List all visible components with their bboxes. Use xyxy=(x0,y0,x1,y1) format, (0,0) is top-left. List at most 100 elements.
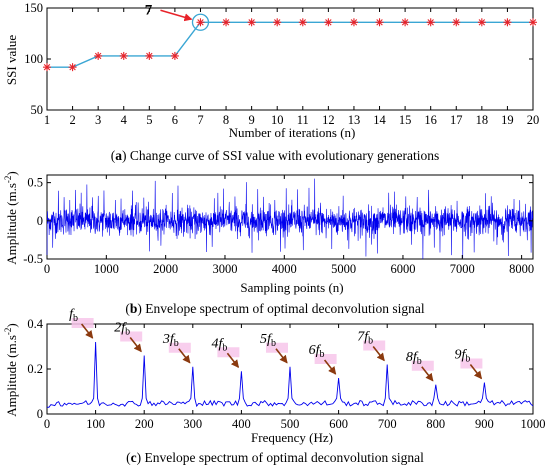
ssi-point-stroke xyxy=(427,19,434,26)
ssi-point-stroke xyxy=(146,52,153,60)
ssi-point-stroke xyxy=(504,19,511,26)
ssi-point xyxy=(452,18,461,27)
x-tick-label: 5000 xyxy=(331,262,356,276)
ssi-point-stroke xyxy=(120,52,127,60)
harmonic-highlight xyxy=(168,342,191,353)
harmonic-label-sub: b xyxy=(417,356,422,367)
y-tick-label: 150 xyxy=(24,1,43,15)
x-tick-label: 1000 xyxy=(521,417,546,431)
x-tick-label: 10 xyxy=(271,113,284,127)
panel-a-ssi-chart: 7 1 2 3 4 5 6 7 8 9 10 11 12 13 14 15 16 17 18 19 205010015… xyxy=(4,1,539,163)
x-tick-label: 8000 xyxy=(509,262,534,276)
x-tick-label: 500 xyxy=(281,417,300,431)
panel-b-ticks: 0 1000 2000 3000 4000 5000 6000 7000 8000-0.500.… xyxy=(23,175,534,276)
harmonic-annotation: 5fb xyxy=(260,332,288,364)
ssi-point xyxy=(145,51,154,60)
harmonic-label-sub: b xyxy=(465,354,470,365)
x-tick-label: 9 xyxy=(249,113,255,127)
harmonic-annotation: 7fb xyxy=(357,330,386,362)
panel-b-signal-chart: 0 1000 2000 3000 4000 5000 6000 7000 8000-0.500.… xyxy=(3,171,534,316)
panel-b-series xyxy=(46,178,534,260)
panel-a-caption: (a) Change curve of SSI value with evolu… xyxy=(111,148,439,163)
harmonic-label-sub: b xyxy=(174,338,179,349)
ssi-point-stroke xyxy=(222,19,230,26)
ssi-point-stroke xyxy=(299,19,307,26)
harmonic-label-main: 6f xyxy=(309,343,322,358)
harmonic-label-main: f xyxy=(69,307,75,322)
ssi-point-stroke xyxy=(197,19,204,26)
ssi-line xyxy=(47,21,533,68)
harmonic-arrow xyxy=(129,337,142,353)
harmonic-label: 5fb xyxy=(260,332,276,349)
harmonic-label-main: 3f xyxy=(162,332,176,347)
harmonic-highlight xyxy=(314,354,337,364)
ssi-point xyxy=(170,51,179,60)
y-tick-label: 50 xyxy=(31,103,44,117)
harmonic-annotation: fb xyxy=(69,307,94,339)
harmonic-label: 7fb xyxy=(357,330,373,347)
harmonic-label-sub: b xyxy=(73,313,78,324)
y-tick-label: -0.5 xyxy=(23,252,43,266)
harmonic-highlight xyxy=(411,360,434,371)
ssi-point xyxy=(298,18,307,27)
harmonic-annotation: 2fb xyxy=(114,321,143,353)
panel-b-axes-box xyxy=(46,174,534,260)
panel-c-ylabel: Amplitude (m.s-2) xyxy=(3,323,19,416)
harmonic-label: 3fb xyxy=(162,332,179,349)
harmonic-label-main: 8f xyxy=(406,350,419,365)
ssi-point-stroke xyxy=(529,19,537,26)
ssi-point-stroke xyxy=(453,19,460,26)
harmonic-label: 6fb xyxy=(309,343,325,360)
panel-b-plot-area xyxy=(46,174,534,260)
x-tick-label: 3 xyxy=(95,113,101,127)
x-tick-label: 7000 xyxy=(450,262,475,276)
harmonic-annotation: 4fb xyxy=(211,336,240,369)
x-tick-label: 100 xyxy=(86,417,105,431)
panel-b-ylabel: Amplitude (m.s-2) xyxy=(3,171,19,264)
x-tick-label: 0 xyxy=(44,417,50,431)
harmonic-label-sub: b xyxy=(320,349,325,360)
harmonic-label: fb xyxy=(69,307,78,324)
harmonic-arrow xyxy=(226,352,240,369)
harmonic-annotation: 3fb xyxy=(162,332,191,364)
ssi-point-stroke xyxy=(350,19,358,26)
y-tick-label: 0.5 xyxy=(27,176,43,190)
ssi-point-stroke xyxy=(325,19,332,26)
panel-b-caption: (b) Envelope spectrum of optimal deconvo… xyxy=(125,301,424,316)
panel-c-xlabel: Frequency (Hz) xyxy=(251,430,333,445)
harmonic-label-main: 7f xyxy=(357,330,370,345)
harmonic-arrow xyxy=(178,348,191,364)
harmonic-label: 4fb xyxy=(211,336,227,353)
ssi-point-stroke xyxy=(69,63,76,71)
x-tick-label: 0 xyxy=(44,262,50,276)
x-tick-label: 700 xyxy=(378,417,397,431)
ssi-point xyxy=(477,18,486,27)
harmonic-arrow xyxy=(372,346,385,362)
panel-a-ylabel: SSI value xyxy=(4,35,19,85)
x-tick-label: 300 xyxy=(183,417,202,431)
highlight-arrow xyxy=(160,9,193,22)
panel-c-ticks: 0 100 200 300 400 500 600 700 800 900 1000 0 0.2 0.4 xyxy=(27,317,545,431)
spectrum-trace xyxy=(47,341,534,408)
harmonic-label-main: 5f xyxy=(260,332,273,347)
ssi-point xyxy=(196,18,205,27)
ssi-point-stroke xyxy=(401,19,409,26)
x-tick-label: 1000 xyxy=(94,262,119,276)
y-tick-label: 0 xyxy=(37,407,43,421)
x-tick-label: 8 xyxy=(223,113,229,127)
harmonic-highlight xyxy=(120,331,143,342)
x-tick-label: 15 xyxy=(399,113,412,127)
harmonic-highlight xyxy=(460,358,483,369)
ssi-point xyxy=(43,63,51,72)
y-tick-label: 0 xyxy=(37,214,43,228)
harmonic-label-main: 9f xyxy=(454,348,467,363)
harmonic-highlight xyxy=(266,342,288,353)
harmonic-highlight xyxy=(217,347,240,358)
harmonic-label-sub: b xyxy=(222,342,227,353)
x-tick-label: 16 xyxy=(424,113,437,127)
panel-c-series xyxy=(47,341,534,408)
ssi-point-stroke xyxy=(171,52,179,60)
ssi-point xyxy=(375,18,384,27)
